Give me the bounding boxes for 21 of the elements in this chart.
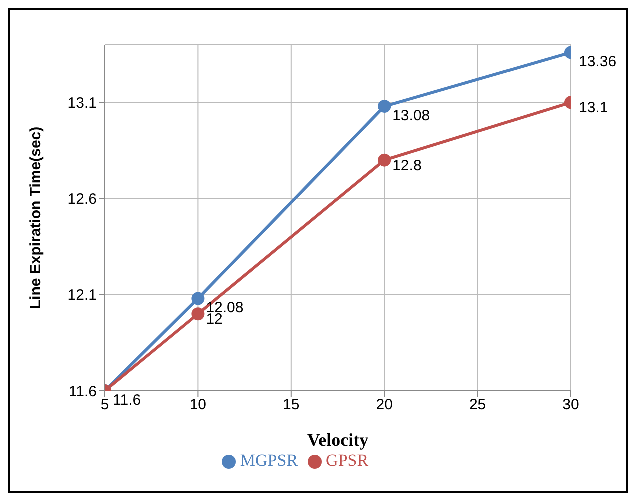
y-tick-label: 12.1 — [68, 287, 97, 304]
data-label: 13.36 — [579, 54, 617, 71]
x-tick-label: 25 — [469, 396, 486, 414]
data-label: 13.08 — [392, 108, 430, 125]
x-tick-label: 5 — [100, 396, 110, 414]
y-tick-label: 12.6 — [68, 191, 97, 208]
y-tick-label: 13.1 — [68, 94, 97, 112]
point — [192, 308, 205, 321]
x-axis-title: Velocity — [307, 430, 369, 450]
x-tick-label: 20 — [376, 396, 393, 414]
y-axis-title: Line Expiration Time(sec) — [27, 126, 44, 310]
data-label: 13.1 — [579, 100, 608, 117]
x-tick-label: 15 — [283, 396, 300, 414]
y-tick-label: 11.6 — [68, 383, 97, 400]
x-tick-label: 30 — [562, 396, 580, 414]
x-tick-label: 10 — [190, 396, 207, 414]
data-label: 11.6 — [113, 392, 142, 409]
data-label: 12.8 — [392, 157, 422, 174]
point — [192, 292, 205, 306]
legend-label: MGPSR — [240, 451, 298, 470]
legend-label: GPSR — [326, 451, 369, 470]
